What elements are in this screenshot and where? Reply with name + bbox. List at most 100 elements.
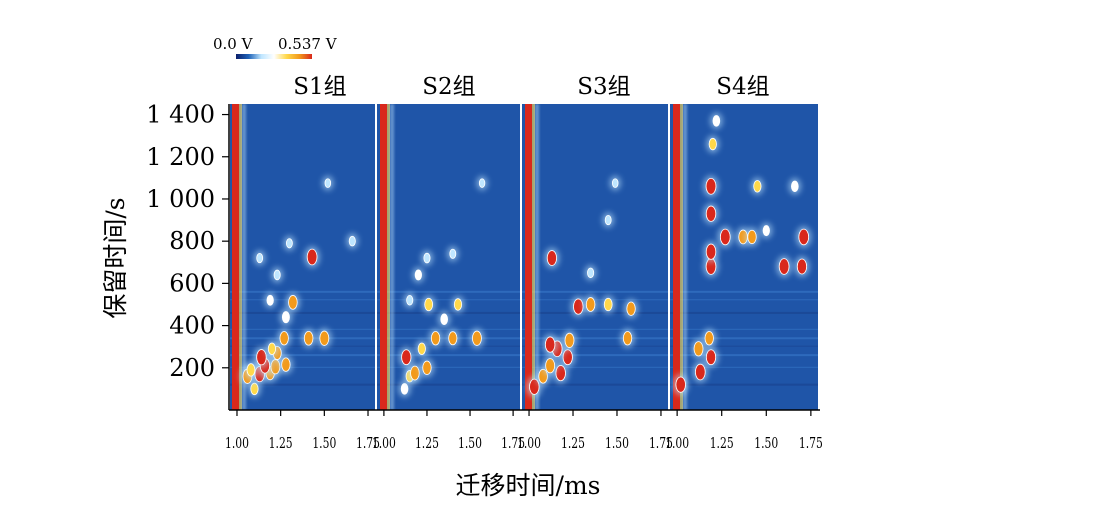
x-tick-label: 1.25	[561, 435, 585, 452]
heatmap-panels	[230, 104, 818, 410]
baseline-streak	[670, 311, 818, 314]
signal-spot	[472, 330, 482, 346]
baseline-streak	[230, 328, 375, 330]
signal-spot	[281, 357, 291, 372]
signal-spot	[250, 382, 259, 396]
signal-spot	[704, 331, 714, 346]
reactant-ion-halo	[532, 104, 535, 410]
signal-spot	[400, 383, 409, 395]
signal-spot	[424, 297, 434, 312]
signal-spot	[778, 258, 790, 275]
x-tick-label: 1.50	[312, 435, 336, 452]
signal-spot	[401, 349, 412, 366]
signal-spot	[453, 298, 463, 311]
panel-title-s3: S3组	[577, 74, 630, 100]
signal-spot	[796, 258, 808, 275]
x-tick-label: 1.25	[415, 435, 439, 452]
baseline-streak	[377, 311, 520, 314]
signal-spot	[705, 349, 717, 366]
y-tick-label: 200	[169, 354, 215, 382]
signal-spot	[753, 180, 762, 193]
baseline-streak	[670, 290, 818, 293]
signal-spot	[573, 298, 584, 315]
baseline-streak	[230, 383, 375, 386]
signal-spot	[544, 336, 556, 353]
baseline-streak	[522, 311, 668, 314]
reactant-ion-tail	[390, 104, 394, 410]
reactant-ion-peak	[525, 104, 532, 410]
baseline-streak	[522, 290, 668, 293]
signal-spot	[791, 180, 799, 193]
baseline-streak	[670, 366, 818, 368]
baseline-streak	[522, 328, 668, 330]
x-tick-label: 1.50	[605, 435, 629, 452]
reactant-ion-tail	[683, 104, 687, 410]
colorbar-gradient	[236, 54, 312, 59]
signal-spot	[675, 376, 686, 393]
signal-spot	[285, 238, 293, 249]
y-tick-label: 800	[169, 227, 215, 255]
reactant-ion-tail	[535, 104, 539, 410]
baseline-streak	[670, 328, 818, 330]
signal-spot	[712, 115, 721, 127]
panel-title-s1: S1组	[293, 74, 346, 100]
signal-spot	[266, 294, 274, 306]
y-tick-label: 1 400	[146, 101, 215, 129]
baseline-streak	[377, 290, 520, 293]
baseline-streak	[670, 337, 818, 340]
colorbar: 0.0 V 0.537 V	[213, 35, 338, 59]
baseline-streak	[670, 345, 818, 347]
baseline-streak	[230, 290, 375, 293]
signal-spot	[324, 178, 332, 188]
signal-spot	[422, 360, 432, 375]
signal-spot	[546, 250, 557, 266]
baseline-streak	[230, 366, 375, 368]
reactant-ion-peak	[380, 104, 387, 410]
y-tick-label: 1 000	[146, 185, 215, 213]
signal-spot	[448, 331, 458, 346]
signal-spot	[279, 331, 289, 346]
colorbar-max-label: 0.537 V	[278, 35, 338, 53]
baseline-streak	[377, 354, 520, 357]
signal-spot	[611, 178, 619, 188]
signal-spot	[798, 228, 810, 246]
signal-spot	[545, 358, 556, 374]
signal-spot	[626, 301, 636, 316]
y-tick-label: 600	[169, 269, 215, 297]
x-tick-label: 1.00	[517, 435, 541, 452]
reactant-ion-halo	[387, 104, 390, 410]
signal-spot	[604, 214, 612, 226]
signal-spot	[705, 205, 717, 222]
signal-spot	[585, 297, 596, 312]
reactant-ion-peak	[232, 104, 239, 410]
panel-title-s4: S4组	[716, 74, 769, 100]
x-tick-label: 1.50	[458, 435, 482, 452]
signal-spot	[273, 269, 281, 281]
panel-title-s2: S2组	[422, 74, 475, 100]
signal-spot	[348, 235, 356, 247]
panel-titles: S1组 S2组 S3组 S4组	[293, 74, 769, 100]
baseline-streak	[522, 383, 668, 386]
x-tick-label: 1.00	[225, 435, 249, 452]
baseline-streak	[230, 345, 375, 347]
axes: 1.00 1.25 1.50 1.751.00 1.25 1.50 1.751.00 1.25…	[146, 101, 823, 453]
signal-spot	[414, 269, 422, 281]
baseline-streak	[670, 299, 818, 301]
heatmap-panel	[377, 104, 520, 410]
x-tick-label: 1.75	[501, 435, 525, 452]
heatmap-panel	[522, 104, 668, 410]
baseline-streak	[522, 345, 668, 347]
signal-spot	[267, 342, 277, 355]
heatmap-panel	[670, 104, 818, 410]
panel-separator	[375, 104, 377, 410]
signal-spot	[406, 294, 414, 306]
signal-spot	[417, 342, 426, 355]
signal-spot	[256, 252, 264, 264]
signal-spot	[478, 178, 486, 188]
reactant-ion-tail	[242, 104, 246, 410]
baseline-streak	[230, 311, 375, 314]
baseline-streak	[670, 354, 818, 357]
x-tick-label: 1.25	[710, 435, 734, 452]
signal-spot	[708, 137, 717, 151]
